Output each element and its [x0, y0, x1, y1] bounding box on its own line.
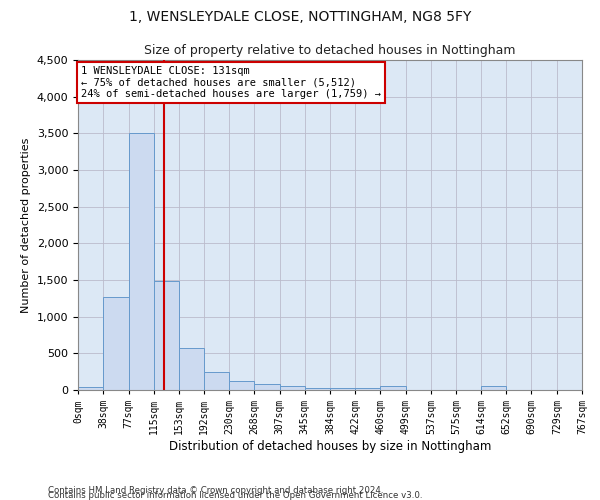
Bar: [254, 384, 280, 390]
Bar: [103, 297, 128, 390]
Text: 1, WENSLEYDALE CLOSE, NOTTINGHAM, NG8 5FY: 1, WENSLEYDALE CLOSE, NOTTINGHAM, NG8 5F…: [129, 10, 471, 24]
Y-axis label: Number of detached properties: Number of detached properties: [21, 138, 31, 312]
Text: 1 WENSLEYDALE CLOSE: 131sqm
← 75% of detached houses are smaller (5,512)
24% of : 1 WENSLEYDALE CLOSE: 131sqm ← 75% of det…: [81, 66, 381, 99]
X-axis label: Distribution of detached houses by size in Nottingham: Distribution of detached houses by size …: [169, 440, 491, 453]
Text: Contains HM Land Registry data © Crown copyright and database right 2024.: Contains HM Land Registry data © Crown c…: [48, 486, 383, 495]
Bar: [305, 388, 331, 390]
Bar: [331, 388, 355, 390]
Bar: [78, 387, 103, 390]
Bar: [280, 386, 305, 390]
Bar: [481, 386, 506, 390]
Text: Contains public sector information licensed under the Open Government Licence v3: Contains public sector information licen…: [48, 491, 422, 500]
Bar: [229, 381, 254, 390]
Bar: [355, 388, 380, 390]
Title: Size of property relative to detached houses in Nottingham: Size of property relative to detached ho…: [144, 44, 516, 58]
Bar: [204, 372, 229, 390]
Bar: [179, 348, 204, 390]
Bar: [154, 282, 179, 390]
Bar: [380, 386, 406, 390]
Bar: [128, 134, 154, 390]
